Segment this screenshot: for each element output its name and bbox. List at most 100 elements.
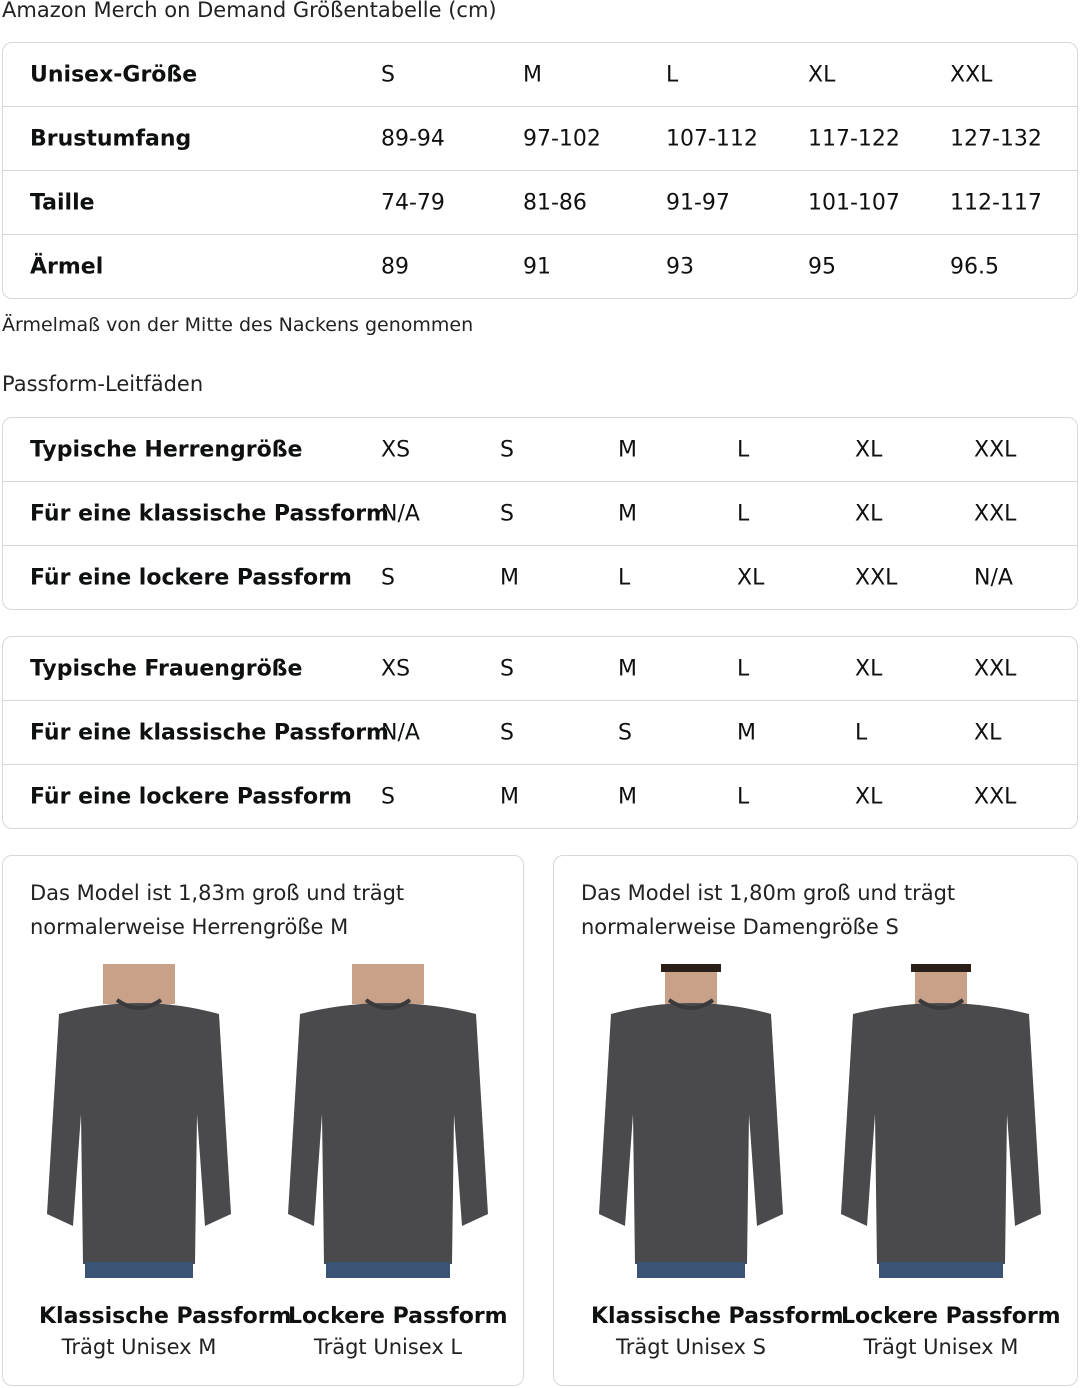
table-cell: S [381, 784, 395, 809]
table-cell: N/A [381, 720, 420, 745]
table-row: Für eine klassische Passform N/A S M L XL XXL [3, 481, 1077, 545]
desc-line: normalerweise Damengröße S [581, 915, 899, 939]
table-cell: XXL [974, 656, 1017, 681]
desc-line: Das Model ist 1,80m groß und trägt [581, 881, 956, 905]
women-fit-table: Typische Frauengröße XS S M L XL XXL Für eine k… [2, 636, 1078, 829]
table-cell: L [737, 437, 750, 462]
women-model-card: Das Model ist 1,80m groß und trägt normal… [553, 855, 1078, 1386]
table-cell: 81-86 [523, 190, 587, 215]
men-fit-table: Typische Herrengröße XS S M L XL XXL Für eine k… [2, 417, 1078, 610]
model-description: Das Model ist 1,80m groß und trägt normal… [581, 876, 955, 944]
table-cell: S [500, 501, 514, 526]
model-photo [288, 964, 488, 1278]
row-label: Für eine lockere Passform [30, 784, 352, 809]
table-cell: XS [381, 656, 411, 681]
fit-subtitle: Trägt Unisex S [616, 1335, 766, 1359]
table-cell: 96.5 [950, 254, 999, 279]
table-cell: S [500, 720, 514, 745]
table-cell: L [618, 565, 631, 590]
table-row: Für eine lockere Passform S M M L XL XXL [3, 764, 1077, 828]
fit-subtitle: Trägt Unisex M [61, 1335, 217, 1359]
model-photo [47, 964, 231, 1278]
table-cell: M [618, 437, 637, 462]
row-label: Taille [30, 190, 95, 215]
table-cell: 89 [381, 254, 409, 279]
table-cell: L [737, 501, 750, 526]
table-cell: XL [855, 501, 883, 526]
table-cell: M [618, 784, 637, 809]
table-cell: M [618, 656, 637, 681]
table-cell: L [737, 784, 750, 809]
men-model-card: Das Model ist 1,83m groß und trägt normal… [2, 855, 524, 1386]
table-cell: XS [381, 437, 411, 462]
table-cell: XXL [974, 501, 1017, 526]
table-cell: 95 [808, 254, 836, 279]
table-cell: 89-94 [381, 126, 445, 151]
table-row: Brustumfang 89-94 97-102 107-112 117-122 127-… [3, 106, 1077, 170]
classic-fit-figure: Klassische Passform Trägt Unisex M [39, 964, 292, 1359]
fit-title: Klassische Passform [591, 1304, 844, 1329]
row-label: Für eine klassische Passform [30, 720, 389, 745]
table-cell: L [855, 720, 868, 745]
table-cell: 101-107 [808, 190, 900, 215]
table-row: Unisex-Größe S M L XL XXL [3, 43, 1077, 106]
loose-fit-figure: Lockere Passform Trägt Unisex L [288, 964, 508, 1359]
table-cell: 91 [523, 254, 551, 279]
table-row: Typische Frauengröße XS S M L XL XXL [3, 637, 1077, 700]
table-cell: XXL [855, 565, 898, 590]
row-label: Brustumfang [30, 126, 192, 151]
fit-title: Lockere Passform [841, 1304, 1061, 1329]
table-cell: XXL [974, 784, 1017, 809]
table-cell: 97-102 [523, 126, 601, 151]
table-cell: M [500, 784, 519, 809]
table-cell: M [500, 565, 519, 590]
table-cell: 117-122 [808, 126, 900, 151]
table-cell: 112-117 [950, 190, 1042, 215]
table-cell: N/A [974, 565, 1013, 590]
loose-fit-figure: Lockere Passform Trägt Unisex M [841, 964, 1061, 1359]
row-label: Für eine klassische Passform [30, 501, 389, 526]
page-title: Amazon Merch on Demand Größentabelle (cm… [2, 0, 497, 22]
row-label: Typische Herrengröße [30, 437, 303, 462]
unisex-size-table: Unisex-Größe S M L XL XXL Brustumfang 89-94 97-1… [2, 42, 1078, 299]
table-cell: 74-79 [381, 190, 445, 215]
row-label: Ärmel [30, 254, 104, 279]
table-cell: XL [855, 656, 883, 681]
model-description: Das Model ist 1,83m groß und trägt normal… [30, 876, 404, 944]
table-cell: S [381, 565, 395, 590]
table-cell: S [618, 720, 632, 745]
fit-subtitle: Trägt Unisex L [313, 1335, 463, 1359]
desc-line: normalerweise Herrengröße M [30, 915, 349, 939]
fit-title: Klassische Passform [39, 1304, 292, 1329]
table-cell: XXL [950, 62, 993, 87]
desc-line: Das Model ist 1,83m groß und trägt [30, 881, 405, 905]
table-row: Typische Herrengröße XS S M L XL XXL [3, 418, 1077, 481]
row-label: Für eine lockere Passform [30, 565, 352, 590]
table-row: Für eine klassische Passform N/A S S M L XL [3, 700, 1077, 764]
table-cell: M [618, 501, 637, 526]
table-cell: S [500, 656, 514, 681]
table-cell: XL [855, 784, 883, 809]
table-cell: 127-132 [950, 126, 1042, 151]
table-row: Ärmel 89 91 93 95 96.5 [3, 234, 1077, 298]
table-row: Taille 74-79 81-86 91-97 101-107 112-117 [3, 170, 1077, 234]
table-cell: 93 [666, 254, 694, 279]
classic-fit-figure: Klassische Passform Trägt Unisex S [591, 964, 844, 1359]
table-cell: S [381, 62, 395, 87]
fit-subtitle: Trägt Unisex M [863, 1335, 1019, 1359]
table-cell: XL [737, 565, 765, 590]
table-cell: S [500, 437, 514, 462]
table-cell: N/A [381, 501, 420, 526]
table-cell: 91-97 [666, 190, 730, 215]
table-cell: M [523, 62, 542, 87]
table-cell: L [666, 62, 679, 87]
table-row: Für eine lockere Passform S M L XL XXL N/A [3, 545, 1077, 609]
table-cell: 107-112 [666, 126, 758, 151]
sleeve-note: Ärmelmaß von der Mitte des Nackens genom… [2, 314, 474, 336]
table-cell: XL [808, 62, 836, 87]
table-cell: M [737, 720, 756, 745]
model-photo [599, 964, 783, 1278]
table-cell: L [737, 656, 750, 681]
fit-title: Lockere Passform [288, 1304, 508, 1329]
model-photo [841, 964, 1041, 1278]
